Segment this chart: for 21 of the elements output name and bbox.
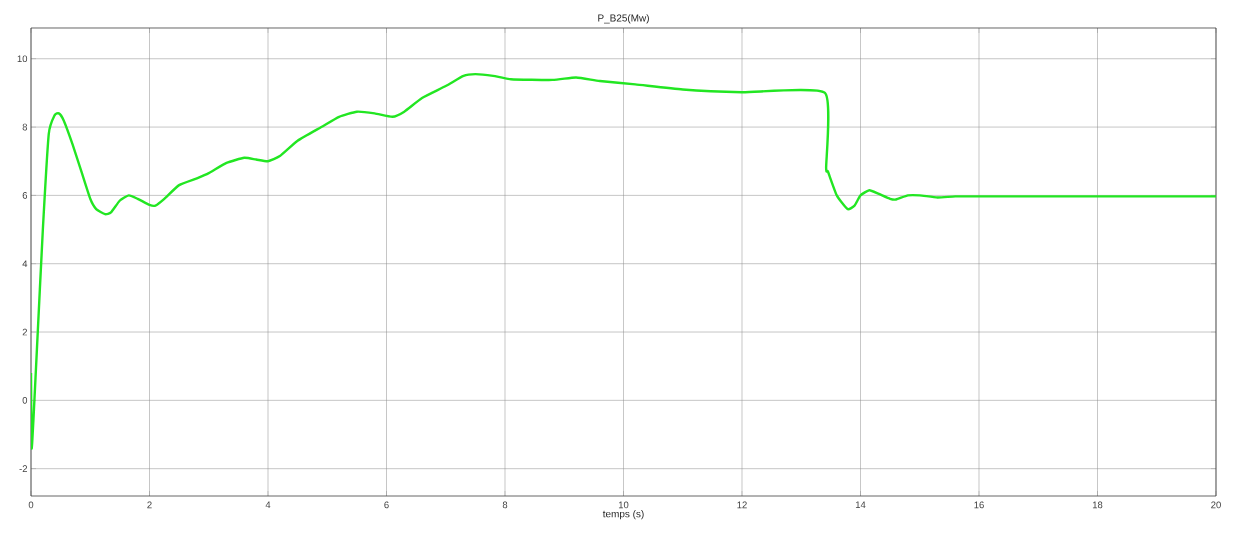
line-series [31,72,1216,450]
y-tick-label: 10 [17,55,28,63]
x-tick-label: 0 [28,501,34,509]
x-tick-label: 12 [737,501,747,509]
x-tick-label: 10 [618,501,629,509]
x-tick-label: 8 [502,501,508,509]
x-tick-label: 14 [855,501,866,509]
x-tick-label: 2 [147,501,152,509]
chart-title: P_B25(Mw) [598,14,649,24]
x-tick-label: 4 [265,501,271,509]
y-tick-label: -2 [19,465,28,472]
y-tick-label: 2 [22,328,28,336]
x-tick-label: 16 [974,501,984,509]
y-tick-label: 8 [22,123,28,131]
y-tick-label: 4 [22,260,28,267]
x-tick-label: 6 [384,501,389,509]
x-tick-label: 20 [1211,501,1221,509]
y-tick-label: 0 [22,397,28,404]
x-axis-title: temps (s) [602,510,644,520]
y-tick-label: 6 [22,192,28,199]
x-tick-label: 18 [1092,501,1103,509]
